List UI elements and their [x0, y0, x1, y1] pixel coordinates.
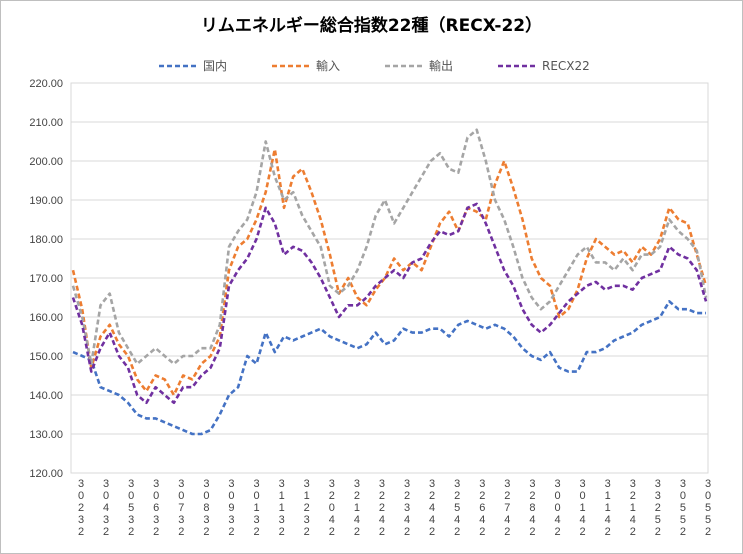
y-tick-label: 140.00 — [29, 390, 63, 402]
y-tick-label: 170.00 — [29, 273, 63, 285]
series-line-輸入 — [71, 148, 708, 397]
legend-label: 輸出 — [429, 58, 453, 73]
y-tick-label: 190.00 — [29, 195, 63, 207]
chart-title: リムエネルギー総合指数22種（RECX-22） — [200, 16, 543, 36]
y-tick-label: 180.00 — [29, 234, 63, 246]
series-line-国内 — [72, 300, 706, 436]
y-tick-label: 150.00 — [29, 351, 63, 363]
y-tick-label: 200.00 — [29, 156, 63, 168]
legend-label: RECX22 — [542, 59, 590, 73]
y-tick-label: 120.00 — [29, 468, 63, 480]
y-tick-label: 220.00 — [29, 78, 63, 90]
plot-area — [70, 82, 709, 474]
series-line-RECX22 — [71, 202, 708, 405]
legend-label: 国内 — [203, 59, 227, 73]
legend-label: 輸入 — [316, 58, 340, 73]
series-line-輸出 — [71, 128, 708, 366]
y-tick-label: 130.00 — [29, 429, 63, 441]
y-tick-label: 210.00 — [29, 117, 63, 129]
y-tick-label: 160.00 — [29, 312, 63, 324]
